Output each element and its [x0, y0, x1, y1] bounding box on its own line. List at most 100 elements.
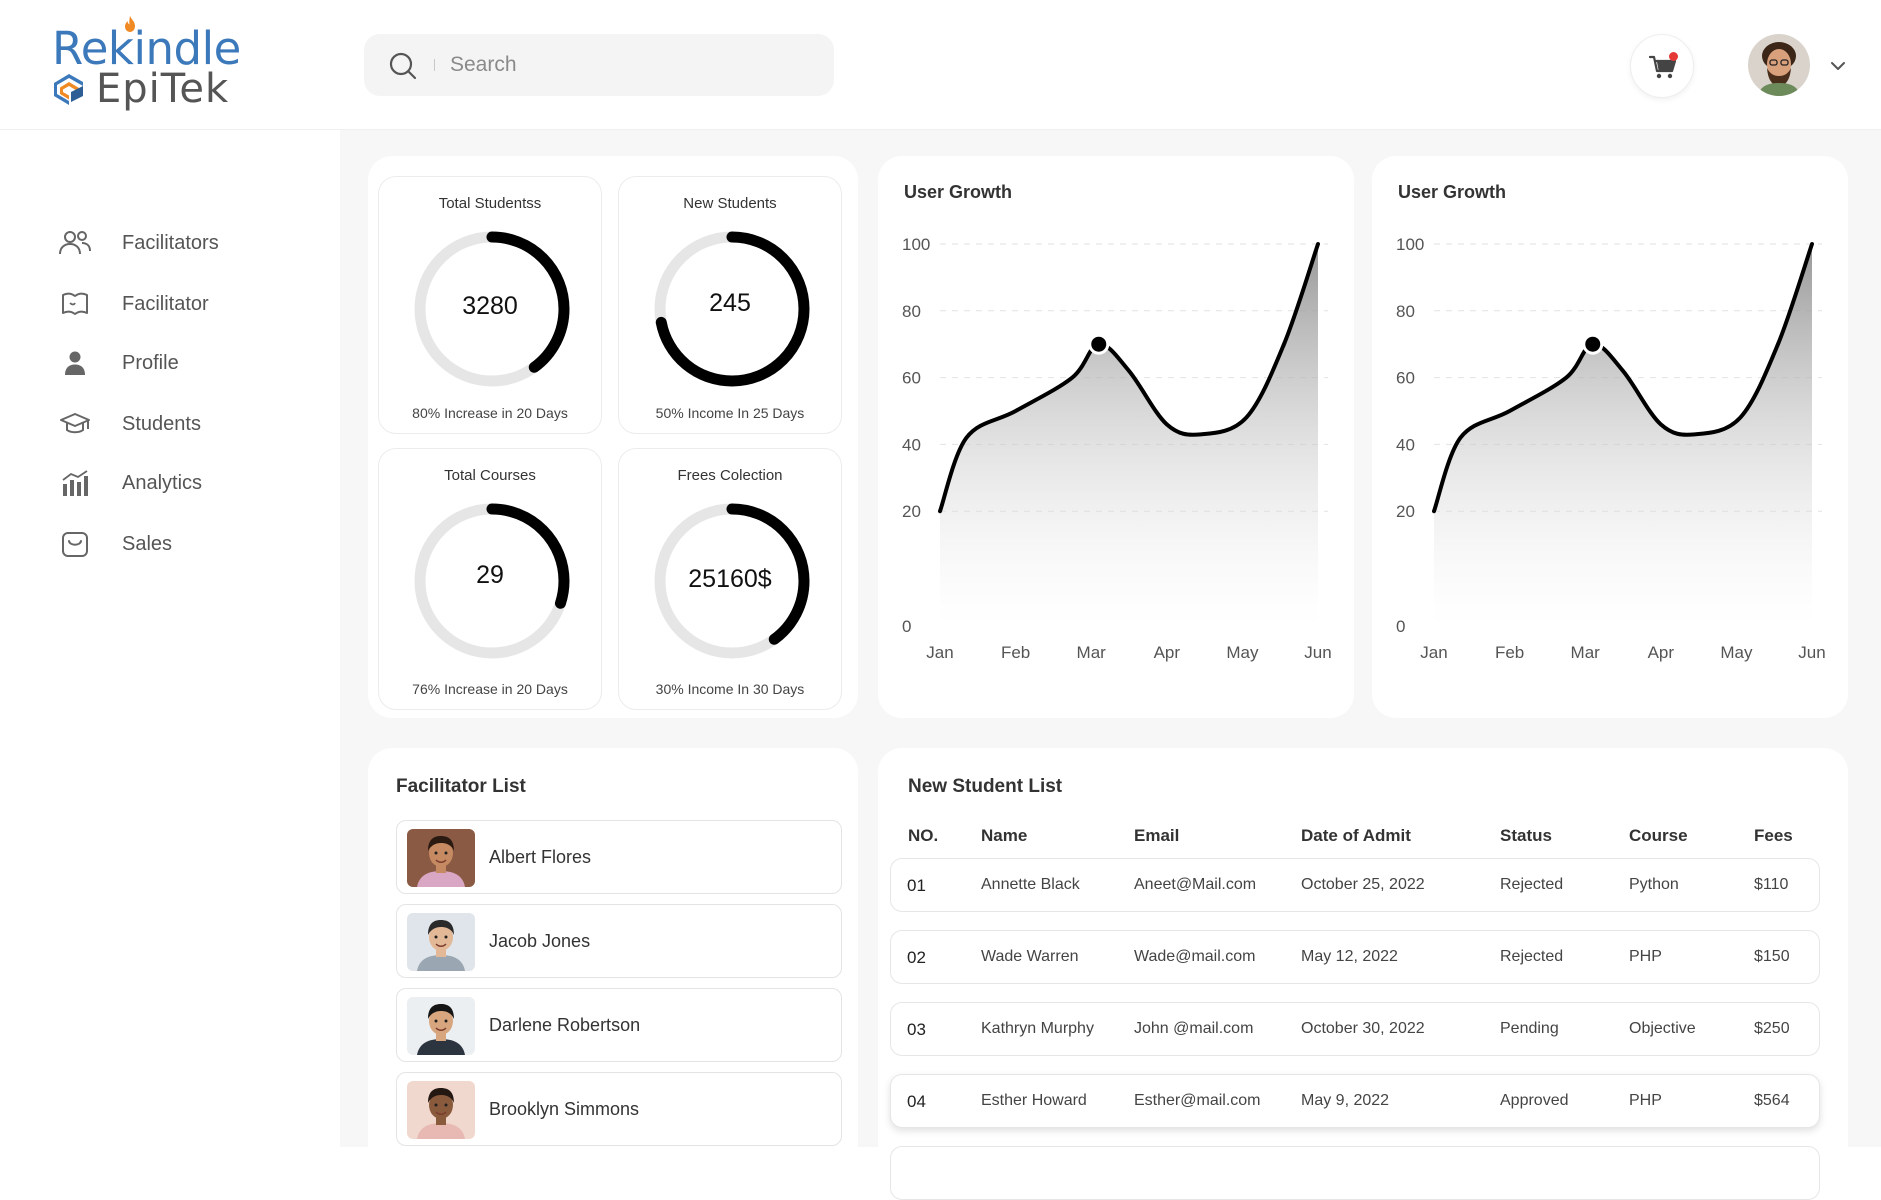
x-tick-label: Jun [1304, 643, 1331, 662]
x-tick-label: Apr [1154, 643, 1181, 662]
facilitator-portrait [407, 829, 475, 887]
portrait-shirt [417, 871, 465, 887]
brand-logo[interactable]: Rekindle EpiTek [52, 16, 242, 112]
y-tick-label: 40 [902, 435, 921, 454]
y-tick-label: 0 [1396, 617, 1405, 636]
column-header-fees: Fees [1754, 826, 1793, 845]
user-avatar[interactable] [1748, 34, 1810, 96]
stat-title: New Students [683, 195, 777, 212]
stat-value: 245 [709, 289, 751, 317]
column-header-status: Status [1500, 826, 1552, 845]
search-bar[interactable] [364, 34, 834, 96]
x-tick-label: Apr [1648, 643, 1675, 662]
sidebar-item-label: Facilitator [122, 292, 209, 315]
table-row[interactable]: 02 Wade Warren Wade@mail.com May 12, 202… [890, 930, 1820, 984]
search-icon[interactable] [388, 51, 418, 81]
portrait-eye [444, 1019, 448, 1023]
sidebar-item-profile[interactable]: Profile [58, 343, 308, 383]
facilitator-row[interactable]: Albert Flores [396, 820, 842, 894]
cell-date: May 12, 2022 [1301, 948, 1398, 965]
table-row[interactable]: 03 Kathryn Murphy John @mail.com October… [890, 1002, 1820, 1056]
chevron-down-icon[interactable] [1828, 56, 1848, 76]
stat-progress-arc [414, 503, 570, 659]
stat-ring [414, 231, 570, 387]
cell-date: October 30, 2022 [1301, 1020, 1425, 1037]
table-row[interactable] [890, 1146, 1820, 1200]
cell-name: Esther Howard [981, 1092, 1087, 1109]
cell-email: Wade@mail.com [1134, 948, 1256, 965]
y-tick-label: 20 [902, 502, 921, 521]
y-tick-label: 20 [1396, 502, 1415, 521]
notification-dot [1669, 52, 1678, 61]
sidebar-item-facilitator[interactable]: Facilitator [58, 284, 308, 324]
cell-fees: $564 [1754, 1092, 1790, 1109]
portrait-neck [436, 1115, 446, 1125]
portrait-eye [444, 935, 448, 939]
facilitator-row[interactable]: Darlene Robertson [396, 988, 842, 1062]
cart-button[interactable] [1630, 34, 1694, 98]
cell-date: May 9, 2022 [1301, 1092, 1390, 1109]
facilitator-name: Albert Flores [489, 847, 592, 867]
cell-course: Python [1629, 876, 1679, 893]
stat-ring [654, 503, 810, 659]
graduation-cap-icon [60, 413, 90, 434]
facilitator-photo [407, 829, 475, 887]
search-input[interactable] [450, 34, 810, 96]
portrait-eye [434, 935, 438, 939]
sidebar-item-label: Analytics [122, 471, 203, 494]
portrait-eye [444, 851, 448, 855]
column-header-name: Name [981, 826, 1028, 845]
cell-course: PHP [1629, 1092, 1662, 1109]
stat-title: Total Studentss [438, 195, 542, 212]
stat-title: Frees Colection [677, 467, 783, 484]
sidebar-item-students[interactable]: Students [58, 404, 308, 444]
facilitator-name: Darlene Robertson [489, 1015, 641, 1035]
epitek-mark-icon [54, 74, 83, 105]
cell-course: PHP [1629, 948, 1662, 965]
sidebar-item-label: Sales [122, 532, 173, 555]
portrait-face [429, 839, 453, 867]
sidebar: Facilitators Facilitator Profile St [0, 130, 340, 1147]
stat-value: 3280 [462, 292, 518, 320]
y-tick-label: 60 [902, 369, 921, 388]
data-point-marker [1582, 333, 1604, 355]
facilitator-row[interactable]: Jacob Jones [396, 904, 842, 978]
sidebar-item-label: Facilitators [122, 231, 219, 254]
facilitator-portrait [407, 997, 475, 1055]
portrait-smile [435, 859, 447, 863]
table-row[interactable]: 01 Annette Black Aneet@Mail.com October … [890, 858, 1820, 912]
facilitator-photo [407, 997, 475, 1055]
flame-icon [125, 16, 135, 32]
cell-email: John @mail.com [1134, 1020, 1254, 1037]
cell-course: Objective [1629, 1020, 1696, 1037]
user-growth-chart: 0 20 40 60 80 100 Jan Feb Mar Apr May Jun [902, 235, 1332, 662]
portrait-smile [435, 943, 447, 947]
stat-progress-arc [654, 503, 810, 659]
sidebar-item-facilitators[interactable]: Facilitators [58, 223, 308, 263]
x-tick-label: Mar [1571, 643, 1601, 662]
facilitator-row[interactable]: Brooklyn Simmons [396, 1072, 842, 1146]
portrait-hair [428, 920, 454, 935]
cell-date: October 25, 2022 [1301, 876, 1425, 893]
portrait-eye [434, 1103, 438, 1107]
chart-title: User Growth [904, 182, 1013, 202]
x-tick-label: Jun [1798, 643, 1825, 662]
sidebar-item-analytics[interactable]: Analytics [58, 463, 308, 503]
cell-status: Approved [1500, 1092, 1569, 1109]
series-line [938, 242, 1320, 514]
portrait-eye [434, 1019, 438, 1023]
cell-no: 01 [907, 876, 926, 895]
y-tick-label: 100 [902, 235, 930, 254]
sidebar-item-sales[interactable]: Sales [58, 524, 308, 564]
series-line [1432, 242, 1814, 514]
cell-no: 03 [907, 1020, 926, 1039]
brand-name-primary: Rekindle [52, 22, 241, 75]
facilitator-portrait [407, 1081, 475, 1139]
stat-card-total-courses: Total Courses 29 76% Increase in 20 Days [378, 448, 602, 710]
y-tick-label: 80 [1396, 302, 1415, 321]
stat-card-new-students: New Students 245 50% Income In 25 Days [618, 176, 842, 434]
portrait-shirt [417, 1039, 465, 1055]
table-row[interactable]: 04 Esther Howard Esther@mail.com May 9, … [890, 1074, 1820, 1128]
stat-value: 25160$ [688, 565, 772, 593]
x-tick-label: Jan [926, 643, 953, 662]
